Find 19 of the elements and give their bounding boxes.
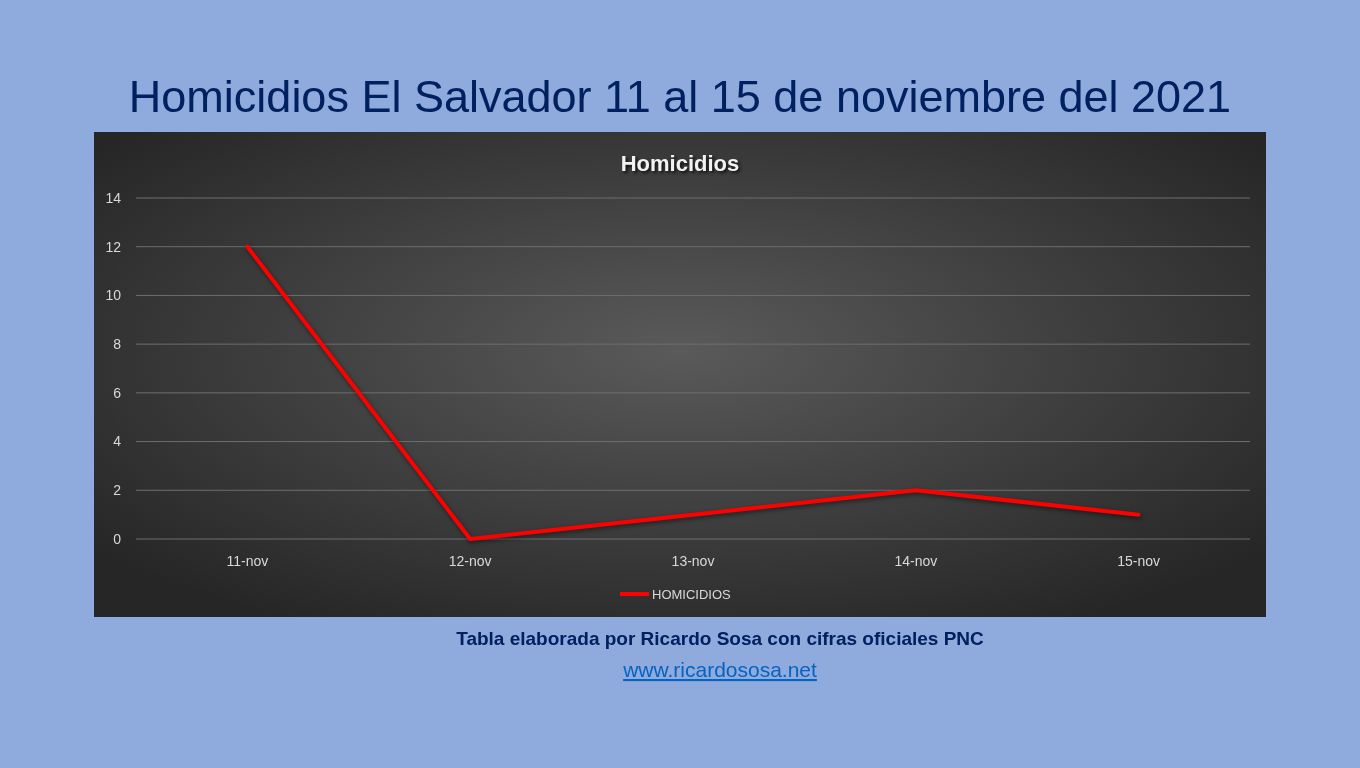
x-tick-label: 11-nov (226, 552, 269, 569)
chart-subtitle: Homicidios (620, 151, 740, 176)
x-tick-label: 13-nov (671, 552, 715, 569)
y-tick-label: 6 (113, 384, 122, 401)
y-tick-label: 8 (113, 336, 122, 353)
y-tick-label: 12 (105, 238, 122, 255)
line-series (245, 244, 1141, 541)
text: Tabla elaborada por Ricardo Sosa con cifras oficiales PNC (456, 628, 985, 649)
text: www.ricardososa.net (622, 658, 818, 681)
y-tick-label: 10 (105, 287, 122, 304)
y-tick-label: 0 (113, 530, 122, 547)
chart-title: Homicidios El Salvador 11 al 15 de noviembre del 2021 (128, 71, 1232, 122)
y-tick-label: 14 (105, 189, 122, 206)
x-tick-label: 12-nov (448, 552, 492, 569)
y-tick-label: 4 (113, 433, 122, 450)
x-tick-label: 15-nov (1117, 552, 1161, 569)
y-tick-label: 2 (113, 482, 122, 499)
x-tick-label: 14-nov (894, 552, 938, 569)
legend-label: HOMICIDIOS (652, 586, 732, 602)
